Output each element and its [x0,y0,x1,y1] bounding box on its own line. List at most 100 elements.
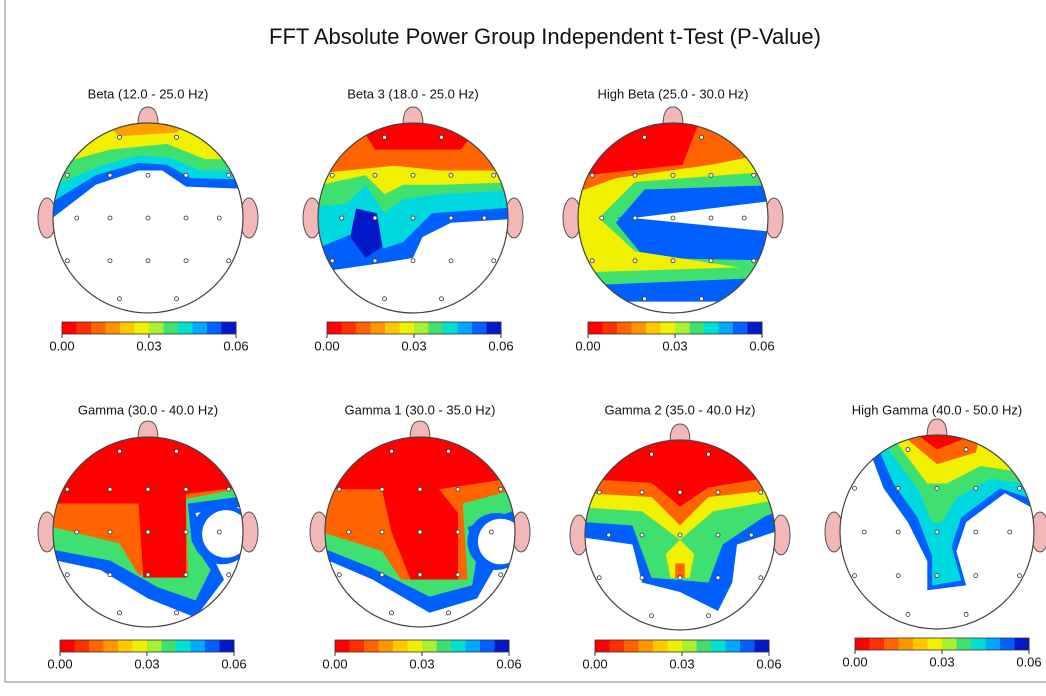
colorbar-swatch [1000,638,1015,650]
electrode [677,489,683,495]
colorbar-swatch [754,640,770,652]
electrode [934,485,940,491]
colorbar-swatch [985,638,1001,650]
electrode [934,573,940,579]
colorbar-swatch [725,640,741,652]
electrode [699,134,704,140]
colorbar-tick-label: 0.03 [134,656,159,671]
electrode [145,172,151,178]
electrode [439,296,444,302]
colorbar-swatch [480,640,495,652]
electrode [491,258,497,264]
electrode [410,215,416,221]
colorbar-swatch [898,638,914,650]
colorbar-swatch [588,322,603,334]
contour [907,435,967,450]
contour [202,510,243,558]
nose [409,420,431,440]
colorbar-swatch [451,640,466,652]
electrode [758,575,764,581]
colorbar-swatch [609,640,625,652]
colorbar-swatch [176,640,191,652]
electrode [74,215,80,221]
electrode [145,486,151,492]
electrode [455,529,461,535]
electrode [498,572,504,578]
colorbar-tick-label: 0.06 [756,656,781,671]
electrode [446,610,451,616]
nose [402,106,424,126]
electrode [379,529,385,535]
colorbar-tick-label: 0.00 [49,338,74,353]
colorbar-swatch [134,322,150,334]
electrode [439,134,444,140]
electrode [226,258,232,264]
colorbar-swatch [638,640,654,652]
map-label: High Gamma (40.0 - 50.0 Hz) [852,402,1023,417]
colorbar-swatch [1014,638,1030,650]
colorbar-swatch [91,322,106,334]
colorbar-swatch [472,322,487,334]
colorbar-tick-label: 0.03 [401,338,426,353]
colorbar-swatch [207,322,222,334]
electrode [446,448,451,454]
electrode [64,172,70,178]
nose [662,106,684,126]
electrode [329,172,335,178]
colorbar-swatch [718,322,734,334]
colorbar-swatch [221,322,237,334]
electrode [107,486,113,492]
electrode [183,172,189,178]
colorbar-swatch [89,640,104,652]
electrode [226,486,232,492]
colorbar-swatch [385,322,400,334]
colorbar-swatch [422,640,437,652]
electrode [107,215,113,221]
electrode [670,215,676,221]
map-label: Beta (12.0 - 25.0 Hz) [88,86,209,101]
electrode [117,296,122,302]
colorbar-swatch [393,640,408,652]
colorbar-swatch [486,322,502,334]
electrode [382,296,387,302]
electrode [448,172,454,178]
electrode [905,447,911,452]
colorbar-swatch [205,640,220,652]
colorbar-swatch [696,640,712,652]
colorbar-swatch [414,322,429,334]
head-outline [52,436,244,628]
colorbar-swatch [733,322,748,334]
colorbar-swatch [855,638,870,650]
electrode [183,572,189,578]
electrode [64,572,70,578]
head-outline [317,122,509,314]
electrode [1017,485,1022,491]
colorbar-swatch [341,322,357,334]
electrode [632,172,638,178]
colorbar-tick-label: 0.03 [669,656,694,671]
electrode [481,215,487,221]
topomap [53,437,243,618]
colorbar-swatch [192,322,208,334]
electrode [216,529,222,535]
electrode [973,485,979,491]
electrode [748,532,754,538]
colorbar-swatch [595,640,610,652]
electrode [64,258,70,264]
electrode [708,215,714,221]
electrode [379,486,385,492]
electrode [64,486,70,492]
electrode [417,486,423,492]
colorbar-swatch [884,638,899,650]
electrode [389,448,394,454]
colorbar-tick-label: 0.06 [749,338,774,353]
electrode [183,529,189,535]
electrode [491,172,497,178]
colorbar-swatch [364,640,379,652]
electrode [145,572,151,578]
electrode [174,296,179,302]
colorbar-swatch [74,640,90,652]
electrode [488,529,494,535]
colorbar-swatch [667,640,683,652]
